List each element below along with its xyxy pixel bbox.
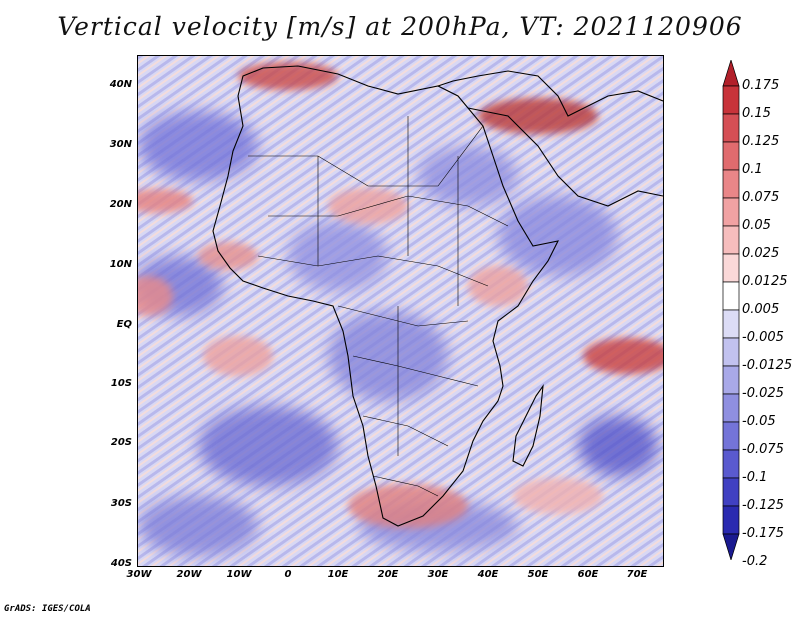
colorbar-label: 0.1: [742, 162, 763, 177]
lon-label-30e: 30E: [427, 569, 449, 580]
velocity-field: [138, 56, 663, 566]
lon-label-20w: 20W: [176, 569, 202, 580]
arabia-coastline: [467, 107, 663, 207]
colorbar-cell: [722, 197, 740, 227]
lon-label-20e: 20E: [377, 569, 399, 580]
lon-label-40e: 40E: [477, 569, 499, 580]
lat-label-40s: 40S: [110, 558, 132, 569]
colorbar-cell: [722, 309, 740, 339]
colorbar-cell: [722, 477, 740, 507]
colorbar-label: 0.175: [742, 78, 780, 93]
colorbar-label: 0.15: [742, 106, 771, 121]
colorbar-label: 0.125: [742, 134, 780, 149]
colorbar-bottom-arrow: [722, 533, 740, 560]
negative-regions: [138, 111, 658, 556]
lon-label-70e: 70E: [626, 569, 648, 580]
lat-label-20s: 20S: [110, 437, 132, 448]
colorbar-cell: [722, 393, 740, 423]
lat-label-10s: 10S: [110, 378, 132, 389]
colorbar-label: 0.075: [742, 190, 780, 205]
colorbar-label: 0.005: [742, 302, 780, 317]
colorbar-label: 0.05: [742, 218, 771, 233]
colorbar-label: -0.0125: [742, 358, 793, 373]
colorbar-cell: [722, 449, 740, 479]
velocity-map: [137, 55, 664, 567]
lon-label-30w: 30W: [126, 569, 152, 580]
colorbar-cell: [722, 281, 740, 311]
positive-regions: [138, 62, 663, 528]
lat-label-40n: 40N: [109, 79, 132, 90]
lon-label-10w: 10W: [226, 569, 252, 580]
europe-coastline: [437, 70, 663, 117]
lon-label-60e: 60E: [577, 569, 599, 580]
colorbar-cell: [722, 505, 740, 535]
colorbar-label: -0.1: [742, 470, 768, 485]
colorbar-cell: [722, 421, 740, 451]
colorbar-label: -0.2: [742, 554, 768, 569]
colorbar-top-arrow: [722, 60, 740, 87]
colorbar-cell: [722, 253, 740, 283]
lat-label-30n: 30N: [109, 139, 132, 150]
lat-label-20n: 20N: [109, 199, 132, 210]
colorbar-cell: [722, 337, 740, 367]
colorbar-label: 0.025: [742, 246, 780, 261]
map-title: Vertical velocity [m/s] at 200hPa, VT: 2…: [57, 12, 743, 41]
africa-coastline: [212, 65, 559, 527]
colorbar-cell: [722, 113, 740, 143]
lat-label-eq: EQ: [116, 319, 132, 330]
colorbar-cell: [722, 365, 740, 395]
madagascar-coastline: [512, 383, 544, 467]
lon-label-0: 0: [284, 569, 292, 580]
colorbar-cell: [722, 225, 740, 255]
colorbar-label: -0.175: [742, 526, 784, 541]
colorbar-cell: [722, 85, 740, 115]
credit-text: GrADS: IGES/COLA: [4, 604, 91, 614]
colorbar: [722, 60, 740, 560]
colorbar-label: -0.005: [742, 330, 784, 345]
lat-label-30s: 30S: [110, 498, 132, 509]
colorbar-label: -0.125: [742, 498, 784, 513]
colorbar-label: -0.025: [742, 386, 784, 401]
borders: [248, 116, 509, 497]
lon-label-10e: 10E: [327, 569, 349, 580]
colorbar-label: -0.075: [742, 442, 784, 457]
colorbar-label: 0.0125: [742, 274, 788, 289]
lon-label-50e: 50E: [527, 569, 549, 580]
colorbar-cell: [722, 141, 740, 171]
colorbar-cell: [722, 169, 740, 199]
coastlines: [212, 65, 663, 527]
lat-label-10n: 10N: [109, 259, 132, 270]
colorbar-label: -0.05: [742, 414, 776, 429]
